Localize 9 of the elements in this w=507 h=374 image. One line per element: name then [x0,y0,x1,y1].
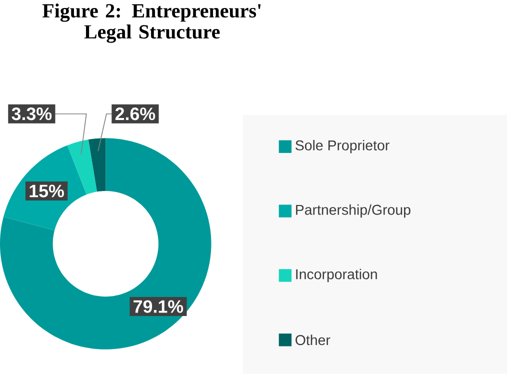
legend-label: Partnership/Group [296,204,410,218]
chart-title: Figure 2: Entrepreneurs' Legal Structure [42,4,261,43]
legend-label: Incorporation [296,268,377,282]
legend-label: Other [296,334,330,346]
data-label: 15% [30,184,64,198]
data-label: 79.1% [134,300,184,314]
legend-label: Sole Proprietor [296,140,390,154]
data-label: 3.3% [12,108,52,120]
data-label: 2.6% [115,108,156,120]
